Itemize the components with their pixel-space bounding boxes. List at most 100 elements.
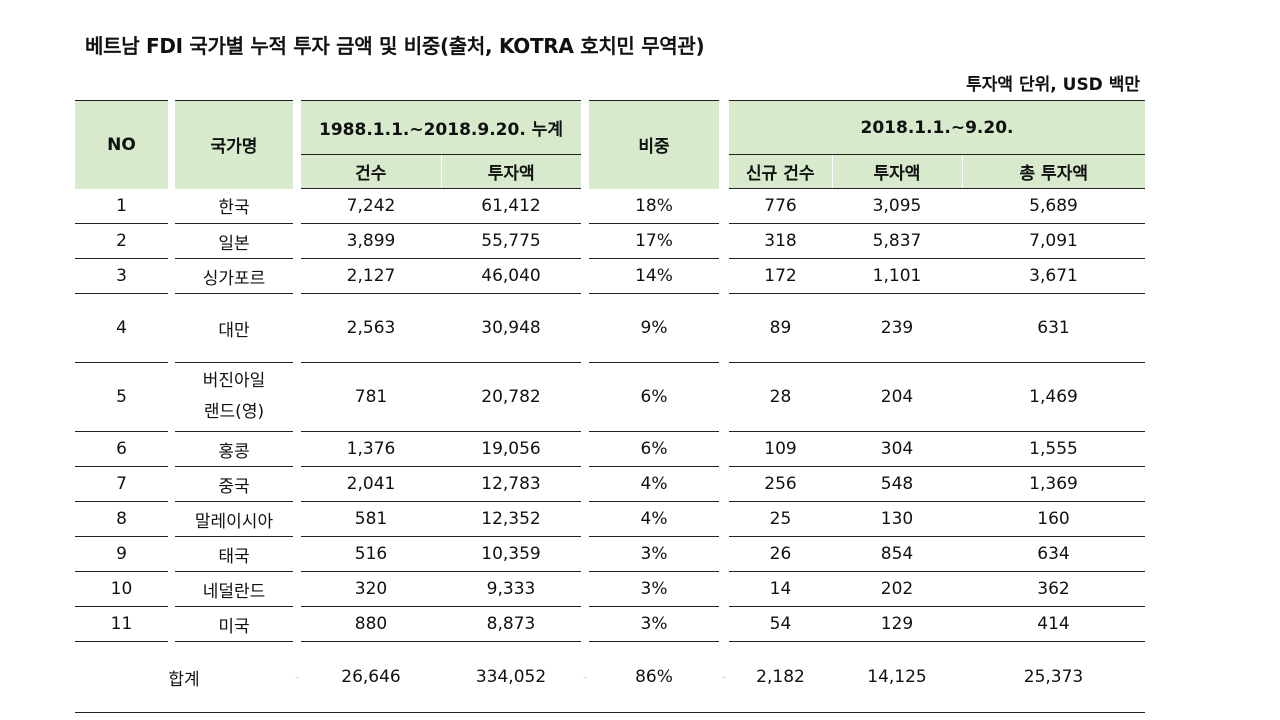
table-row: 3 싱가포르 2,127 46,040 14% 172 1,101 3,671 — [75, 258, 1145, 294]
cell-new-cases: 89 — [729, 293, 832, 363]
cell-share: 9% — [589, 293, 719, 363]
table-row: 9 태국 516 10,359 3% 26 854 634 — [75, 536, 1145, 572]
page-title: 베트남 FDI 국가별 누적 투자 금액 및 비중(출처, KOTRA 호치민 … — [85, 34, 705, 58]
cell-country: 태국 — [175, 536, 293, 572]
cell-country-line2: 랜드(영) — [203, 402, 265, 422]
cell-new-cases: 172 — [729, 258, 832, 294]
cell-no: 2 — [75, 223, 168, 259]
header-no: NO — [75, 100, 168, 189]
cell-country: 중국 — [175, 466, 293, 502]
cell-amount: 61,412 — [441, 188, 581, 224]
cell-new-cases: 26 — [729, 536, 832, 572]
cell-amount: 19,056 — [441, 431, 581, 467]
cell-new-cases: 318 — [729, 223, 832, 259]
cell-cases: 1,376 — [301, 431, 441, 467]
total-total-amount: 25,373 — [962, 641, 1145, 713]
cell-cases: 516 — [301, 536, 441, 572]
cell-period-amount: 130 — [832, 501, 962, 537]
cell-country: 미국 — [175, 606, 293, 642]
header-amount: 투자액 — [440, 154, 581, 189]
cell-no: 6 — [75, 431, 168, 467]
cell-country: 싱가포르 — [175, 258, 293, 294]
header-cumulative: 1988.1.1.~2018.9.20. 누계 — [301, 100, 581, 155]
cell-period-amount: 304 — [832, 431, 962, 467]
cell-amount: 12,352 — [441, 501, 581, 537]
cell-period-amount: 204 — [832, 362, 962, 432]
cell-cases: 320 — [301, 571, 441, 607]
cell-country-line1: 버진아일 — [202, 371, 266, 391]
table-row: 10 네덜란드 320 9,333 3% 14 202 362 — [75, 571, 1145, 607]
cell-total-amount: 160 — [962, 501, 1145, 537]
header-cases: 건수 — [301, 154, 441, 189]
cell-total-amount: 362 — [962, 571, 1145, 607]
cell-no: 10 — [75, 571, 168, 607]
total-cases: 26,646 — [301, 641, 441, 713]
cell-share: 18% — [589, 188, 719, 224]
cell-amount: 30,948 — [441, 293, 581, 363]
cell-total-amount: 634 — [962, 536, 1145, 572]
cell-cases: 781 — [301, 362, 441, 432]
total-new-cases: 2,182 — [729, 641, 832, 713]
cell-cases: 2,127 — [301, 258, 441, 294]
cell-new-cases: 54 — [729, 606, 832, 642]
cell-new-cases: 109 — [729, 431, 832, 467]
cell-period-amount: 854 — [832, 536, 962, 572]
header-period: 2018.1.1.~9.20. — [729, 100, 1145, 155]
cell-no: 5 — [75, 362, 168, 432]
cell-no: 11 — [75, 606, 168, 642]
cell-no: 9 — [75, 536, 168, 572]
cell-total-amount: 3,671 — [962, 258, 1145, 294]
cell-country: 네덜란드 — [175, 571, 293, 607]
cell-total-amount: 1,469 — [962, 362, 1145, 432]
total-row: 합계 - 26,646 334,052 - 86% - 2,182 14,125… — [75, 641, 1145, 713]
cell-amount: 8,873 — [441, 606, 581, 642]
cell-cases: 880 — [301, 606, 441, 642]
table-row: 6 홍콩 1,376 19,056 6% 109 304 1,555 — [75, 431, 1145, 467]
header-country: 국가명 — [175, 100, 293, 189]
cell-amount: 46,040 — [441, 258, 581, 294]
cell-cases: 3,899 — [301, 223, 441, 259]
table-row: 7 중국 2,041 12,783 4% 256 548 1,369 — [75, 466, 1145, 502]
total-amount: 334,052 — [441, 641, 581, 713]
cell-new-cases: 776 — [729, 188, 832, 224]
cell-share: 3% — [589, 536, 719, 572]
cell-country: 한국 — [175, 188, 293, 224]
cell-total-amount: 414 — [962, 606, 1145, 642]
total-separator: - — [293, 641, 301, 713]
cell-cases: 581 — [301, 501, 441, 537]
table-row: 8 말레이시아 581 12,352 4% 25 130 160 — [75, 501, 1145, 537]
total-share: 86% — [589, 641, 719, 713]
cell-new-cases: 28 — [729, 362, 832, 432]
cell-amount: 9,333 — [441, 571, 581, 607]
table-row: 4 대만 2,563 30,948 9% 89 239 631 — [75, 293, 1145, 363]
cell-no: 1 — [75, 188, 168, 224]
cell-share: 6% — [589, 431, 719, 467]
cell-cases: 2,041 — [301, 466, 441, 502]
cell-amount: 12,783 — [441, 466, 581, 502]
cell-period-amount: 5,837 — [832, 223, 962, 259]
cell-country: 버진아일 랜드(영) — [175, 362, 293, 432]
total-period-amount: 14,125 — [832, 641, 962, 713]
cell-no: 7 — [75, 466, 168, 502]
cell-share: 3% — [589, 571, 719, 607]
header-total-amount: 총 투자액 — [961, 154, 1145, 189]
cell-cases: 2,563 — [301, 293, 441, 363]
cell-amount: 20,782 — [441, 362, 581, 432]
cell-total-amount: 1,369 — [962, 466, 1145, 502]
cell-no: 8 — [75, 501, 168, 537]
cell-country: 말레이시아 — [175, 501, 293, 537]
cell-total-amount: 7,091 — [962, 223, 1145, 259]
cell-amount: 55,775 — [441, 223, 581, 259]
header-period-amount: 투자액 — [831, 154, 962, 189]
table-row: 11 미국 880 8,873 3% 54 129 414 — [75, 606, 1145, 642]
unit-note: 투자액 단위, USD 백만 — [966, 75, 1140, 95]
table-header: NO 국가명 1988.1.1.~2018.9.20. 누계 비중 2018.1… — [75, 100, 1145, 189]
cell-share: 6% — [589, 362, 719, 432]
cell-period-amount: 3,095 — [832, 188, 962, 224]
table-row: 5 버진아일 랜드(영) 781 20,782 6% 28 204 1,469 — [75, 362, 1145, 432]
header-share: 비중 — [589, 100, 719, 189]
cell-share: 14% — [589, 258, 719, 294]
header-new-cases: 신규 건수 — [729, 154, 832, 189]
total-separator: - — [581, 641, 589, 713]
cell-total-amount: 631 — [962, 293, 1145, 363]
